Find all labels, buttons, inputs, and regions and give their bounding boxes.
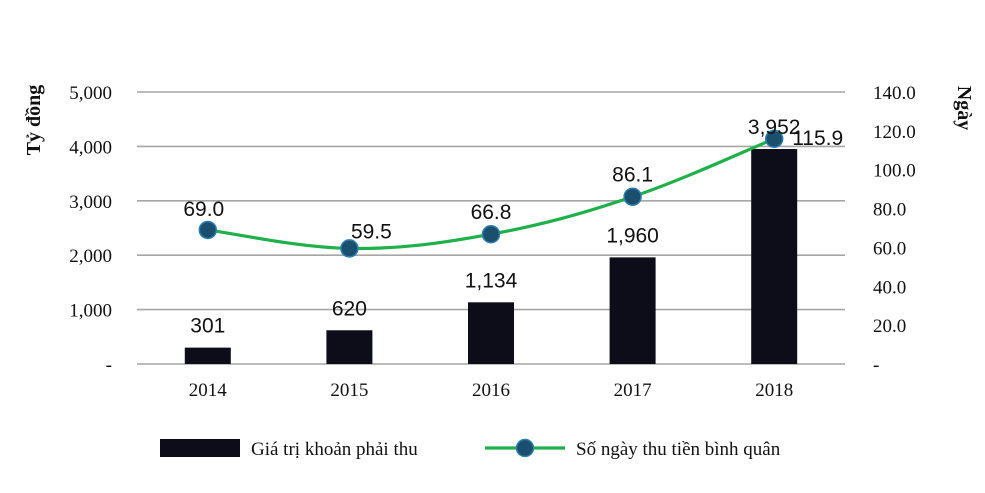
y-axis-title-right: Ngày: [953, 86, 975, 130]
y-tick-label-left: 5,000: [69, 83, 112, 104]
y-tick-label-right: 120.0: [873, 122, 916, 143]
y-tick-label-right: 20.0: [873, 316, 906, 337]
y-tick-label-right: 100.0: [873, 161, 916, 182]
bar: [609, 257, 656, 364]
line-point: [481, 224, 501, 244]
bar: [326, 330, 373, 364]
y-tick-label-right: 140.0: [873, 83, 916, 104]
line-value-label: 86.1: [612, 164, 653, 187]
line-series: [198, 129, 784, 258]
y-tick-label-left: 4,000: [69, 137, 112, 158]
grid-lines: [137, 91, 845, 365]
bar-value-label: 1,960: [606, 224, 659, 247]
bar-value-label: 1,134: [465, 269, 518, 292]
bar: [184, 347, 231, 364]
bar-value-label: 3,952: [748, 116, 801, 139]
legend: Giá trị khoản phải thu Số ngày thu tiền b…: [160, 438, 781, 460]
y-axis-title-left: Tỷ đồng: [23, 85, 45, 156]
y-tick-label-left: 3,000: [69, 192, 112, 213]
line-point: [198, 220, 218, 240]
bar-value-label: 301: [190, 315, 225, 338]
line-point: [340, 239, 359, 258]
line-value-label: 69.0: [183, 198, 224, 221]
x-tick-label: 2014: [189, 380, 228, 401]
y-tick-label-right: 60.0: [873, 238, 906, 259]
x-tick-label: 2015: [330, 380, 368, 401]
legend-swatch-marker: [515, 438, 535, 458]
line-point: [764, 129, 784, 149]
line-value-label: 66.8: [471, 201, 512, 224]
y-tick-label-right: 40.0: [873, 277, 906, 298]
y-tick-label-left: 1,000: [69, 301, 112, 322]
x-tick-label: 2016: [472, 380, 510, 401]
line-point: [623, 187, 642, 206]
legend-swatch-bar: [160, 439, 240, 457]
legend-label-bar: Giá trị khoản phải thu: [251, 439, 418, 460]
bar-value-label: 620: [332, 297, 367, 320]
y-tick-label-right: -: [873, 355, 879, 376]
y-tick-label-right: 80.0: [873, 200, 906, 221]
axes: - 1,000 2,000 3,000 4,000 5,000 - 20.0 40.0 60.0 8…: [69, 83, 916, 401]
y-tick-label-left: -: [106, 355, 112, 376]
line-value-label: 59.5: [351, 220, 392, 243]
legend-label-line: Số ngày thu tiền bình quân: [576, 439, 781, 460]
data-labels: 301 620 1,134 1,960 3,952 69.0 59.5 66.8 86.1 115…: [183, 116, 843, 338]
line-value-label: 115.9: [792, 127, 843, 150]
x-tick-label: 2018: [755, 380, 793, 401]
bar: [468, 302, 514, 364]
y-tick-label-left: 2,000: [69, 246, 112, 267]
x-tick-label: 2017: [614, 380, 652, 401]
bar: [751, 149, 798, 364]
bar-series: [184, 149, 798, 364]
